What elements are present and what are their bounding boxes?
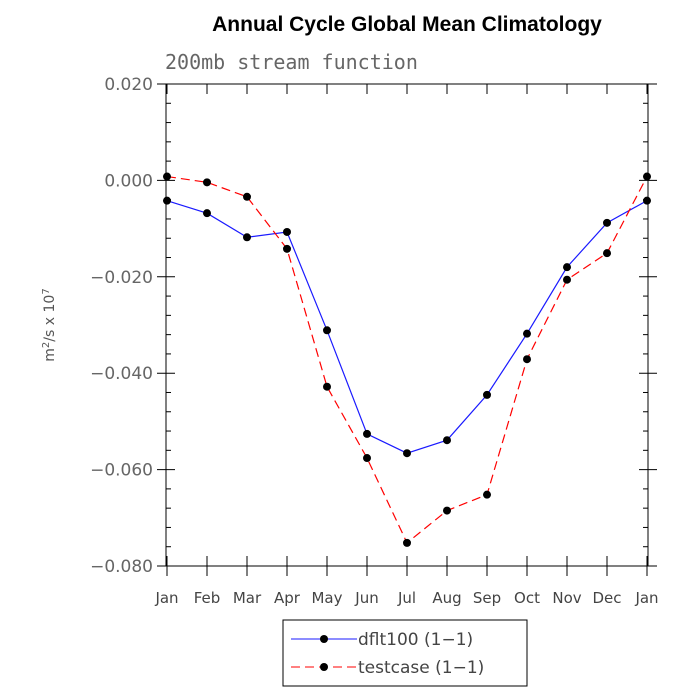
x-tick-label: Nov	[552, 589, 581, 607]
data-point-testcase	[243, 192, 251, 201]
data-point-testcase	[523, 355, 531, 364]
data-point-dflt100	[403, 449, 411, 458]
x-tick-label: Jan	[634, 589, 658, 607]
data-point-testcase	[203, 178, 211, 187]
data-point-dflt100	[283, 227, 291, 236]
x-tick-label: Apr	[274, 589, 301, 607]
x-tick-label: Jun	[354, 589, 378, 607]
legend-marker-testcase	[320, 663, 328, 671]
plot-frame	[165, 83, 649, 567]
x-tick-label: Jan	[154, 589, 178, 607]
y-tick-label: −0.060	[90, 461, 153, 481]
data-point-testcase	[163, 172, 171, 181]
data-point-dflt100	[563, 263, 571, 272]
x-tick-label: May	[311, 589, 342, 607]
data-point-testcase	[563, 275, 571, 284]
y-tick-label: −0.040	[90, 364, 153, 384]
x-tick-label: Jul	[397, 589, 416, 607]
data-point-dflt100	[203, 209, 211, 218]
y-tick-label: −0.020	[90, 268, 153, 288]
data-point-dflt100	[323, 326, 331, 335]
data-point-dflt100	[243, 233, 251, 242]
y-tick-label: 0.000	[104, 171, 153, 191]
y-axis-label: m2/s x 107	[41, 288, 59, 361]
x-ticks: Jan Feb Mar Apr May Jun Jul Aug Sep Oct Nov Dec Jan	[154, 84, 659, 607]
data-point-testcase	[443, 506, 451, 515]
data-point-testcase	[403, 538, 411, 547]
y-axis-label-base: m	[42, 348, 58, 362]
data-point-dflt100	[163, 196, 171, 205]
series-line-dflt100	[166, 200, 648, 454]
chart-title: Annual Cycle Global Mean Climatology	[212, 13, 602, 36]
y-tick-label: −0.080	[90, 557, 153, 577]
data-point-testcase	[363, 454, 371, 463]
legend-marker-dflt100	[320, 635, 328, 643]
x-tick-label: Aug	[432, 589, 461, 607]
legend-label-dflt100: dflt100 (1−1)	[358, 630, 473, 650]
data-point-testcase	[283, 244, 291, 253]
data-point-dflt100	[523, 329, 531, 338]
data-point-testcase	[323, 382, 331, 391]
y-tick-label: 0.020	[104, 75, 153, 95]
y-minor-ticks	[166, 102, 648, 548]
x-tick-label: Dec	[592, 589, 621, 607]
data-point-dflt100	[363, 429, 371, 438]
data-point-dflt100	[443, 436, 451, 445]
data-point-dflt100	[643, 196, 651, 205]
y-axis-label-sup1: 2	[41, 342, 52, 348]
data-point-testcase	[483, 490, 491, 499]
x-tick-label: Mar	[233, 589, 262, 607]
y-major-ticks: 0.020 0.000 −0.020 −0.040 −0.060 −0.080	[90, 75, 657, 577]
legend-label-testcase: testcase (1−1)	[358, 658, 484, 678]
series-line-testcase	[166, 175, 648, 544]
data-point-dflt100	[483, 390, 491, 399]
x-tick-label: Feb	[194, 589, 221, 607]
chart-subtitle: 200mb stream function	[165, 50, 418, 74]
data-point-testcase	[643, 172, 651, 181]
y-axis-label-mid: /s x 10	[42, 295, 58, 342]
x-tick-label: Oct	[514, 589, 540, 607]
data-point-dflt100	[603, 218, 611, 227]
legend-box	[282, 619, 528, 687]
x-tick-label: Sep	[473, 589, 501, 607]
data-point-testcase	[603, 249, 611, 258]
y-axis-label-sup2: 7	[41, 288, 52, 294]
legend: dflt100 (1−1) testcase (1−1)	[282, 619, 528, 687]
series-layer	[163, 172, 651, 547]
